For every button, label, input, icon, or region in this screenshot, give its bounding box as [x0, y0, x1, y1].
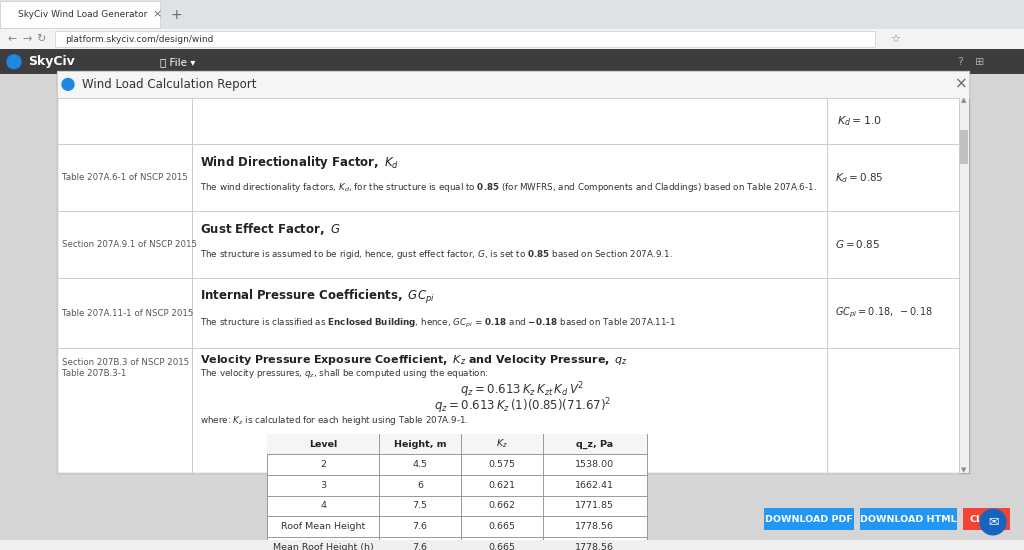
Text: 4: 4	[321, 502, 326, 510]
Bar	[57, 98, 959, 473]
Text: Mean Roof Height (h): Mean Roof Height (h)	[272, 543, 374, 550]
Text: $q_z = 0.613\,K_z\,(1)(0.85)(71.67)^2$: $q_z = 0.613\,K_z\,(1)(0.85)(71.67)^2$	[433, 397, 611, 416]
Bar	[860, 508, 957, 530]
Circle shape	[7, 55, 22, 69]
Text: 0.665: 0.665	[488, 522, 515, 531]
Text: $K_z$: $K_z$	[496, 438, 508, 450]
Bar	[267, 434, 647, 454]
Bar	[0, 74, 1024, 540]
Text: $\mathbf{Internal\ Pressure\ Coefficients,\ }$$GC_{pi}$: $\mathbf{Internal\ Pressure\ Coefficient…	[200, 288, 435, 306]
Text: $GC_{pi} = 0.18,\ -0.18$: $GC_{pi} = 0.18,\ -0.18$	[835, 306, 933, 320]
Text: 2: 2	[321, 460, 326, 469]
Text: $G = 0.85$: $G = 0.85$	[835, 238, 880, 250]
Text: DOWNLOAD PDF: DOWNLOAD PDF	[765, 515, 853, 524]
Text: 7.6: 7.6	[413, 522, 427, 531]
Bar	[0, 49, 1024, 74]
Text: The velocity pressures, $q_z$, shall be computed using the equation:: The velocity pressures, $q_z$, shall be …	[200, 367, 488, 381]
Bar	[0, 0, 1024, 30]
Text: 0.665: 0.665	[488, 543, 515, 550]
Text: ←: ←	[8, 34, 17, 44]
Circle shape	[62, 79, 74, 90]
Text: Section 207A.9.1 of NSCP 2015: Section 207A.9.1 of NSCP 2015	[62, 240, 197, 249]
Text: $\mathbf{Velocity\ Pressure\ Exposure\ Coefficient,\ }$$K_z$$\mathbf{\ and\ Velo: $\mathbf{Velocity\ Pressure\ Exposure\ C…	[200, 353, 628, 367]
Text: $K_d = 1.0$: $K_d = 1.0$	[837, 114, 882, 128]
Text: CLOSE: CLOSE	[970, 515, 1004, 524]
Text: Roof Mean Height: Roof Mean Height	[281, 522, 366, 531]
Text: where: $K_z$ is calculated for each height using Table 207A.9-1.: where: $K_z$ is calculated for each heig…	[200, 415, 469, 427]
Text: 1778.56: 1778.56	[575, 522, 614, 531]
Text: platform.skyciv.com/design/wind: platform.skyciv.com/design/wind	[65, 35, 213, 44]
Text: ×: ×	[954, 77, 968, 92]
Bar	[0, 30, 1024, 49]
Text: 0.621: 0.621	[488, 481, 515, 490]
Text: Section 207B.3 of NSCP 2015: Section 207B.3 of NSCP 2015	[62, 358, 189, 367]
Text: 1778.56: 1778.56	[575, 543, 614, 550]
Bar	[57, 70, 969, 98]
Text: ⊞: ⊞	[975, 57, 985, 67]
Text: $\mathbf{Gust\ Effect\ Factor,\ }$$G$: $\mathbf{Gust\ Effect\ Factor,\ }$$G$	[200, 221, 341, 237]
Text: Level: Level	[309, 439, 337, 449]
Text: SkyCiv Wind Load Generator: SkyCiv Wind Load Generator	[18, 10, 147, 19]
Bar	[961, 130, 968, 164]
Text: ×: ×	[152, 10, 162, 20]
Bar	[267, 434, 647, 550]
Text: 7.5: 7.5	[413, 502, 427, 510]
Text: →: →	[22, 34, 32, 44]
Text: 4.5: 4.5	[413, 460, 427, 469]
Text: The wind directionality factors, $K_d$, for the structure is equal to $\mathbf{0: The wind directionality factors, $K_d$, …	[200, 181, 817, 194]
Text: 7.6: 7.6	[413, 543, 427, 550]
Bar	[963, 508, 1010, 530]
Text: q_z, Pa: q_z, Pa	[577, 439, 613, 449]
Text: DOWNLOAD HTML: DOWNLOAD HTML	[860, 515, 957, 524]
Bar	[764, 508, 854, 530]
Text: ▲: ▲	[962, 97, 967, 103]
Text: 1662.41: 1662.41	[575, 481, 614, 490]
Text: 📄 File ▾: 📄 File ▾	[160, 57, 196, 67]
Text: 1538.00: 1538.00	[575, 460, 614, 469]
Text: Table 207B.3-1: Table 207B.3-1	[62, 370, 126, 378]
Text: The structure is classified as $\mathbf{Enclosed\ Building}$, hence, $GC_{pi}$ =: The structure is classified as $\mathbf{…	[200, 317, 676, 330]
Text: 0.575: 0.575	[488, 460, 515, 469]
Bar	[55, 31, 874, 47]
Text: 3: 3	[319, 481, 326, 490]
Text: Wind Load Calculation Report: Wind Load Calculation Report	[82, 78, 256, 91]
Text: $\mathbf{Wind\ Directionality\ Factor,\ }$$K_d$: $\mathbf{Wind\ Directionality\ Factor,\ …	[200, 154, 399, 170]
Text: ?: ?	[957, 57, 963, 67]
Text: Height, m: Height, m	[393, 439, 446, 449]
Text: The structure is assumed to be rigid, hence, gust effect factor, $G$, is set to : The structure is assumed to be rigid, he…	[200, 248, 673, 261]
Text: Table 207A.6-1 of NSCP 2015: Table 207A.6-1 of NSCP 2015	[62, 173, 187, 182]
Text: SkyCiv: SkyCiv	[28, 56, 75, 68]
Text: 0.662: 0.662	[488, 502, 515, 510]
Text: ✉: ✉	[988, 515, 998, 529]
Text: ↻: ↻	[36, 34, 45, 44]
Bar	[57, 70, 969, 473]
Text: 6: 6	[417, 481, 423, 490]
Text: $K_d = 0.85$: $K_d = 0.85$	[835, 170, 884, 184]
Text: ☆: ☆	[890, 34, 900, 44]
Bar	[959, 98, 969, 473]
Text: 1771.85: 1771.85	[575, 502, 614, 510]
Circle shape	[980, 509, 1006, 535]
Text: ▼: ▼	[962, 467, 967, 473]
Text: Table 207A.11-1 of NSCP 2015: Table 207A.11-1 of NSCP 2015	[62, 309, 194, 317]
Text: $q_z = 0.613\,K_z\,K_{zt}\,K_d\,V^2$: $q_z = 0.613\,K_z\,K_{zt}\,K_d\,V^2$	[460, 381, 585, 400]
Bar	[0, 1, 160, 29]
Text: +: +	[170, 8, 181, 21]
